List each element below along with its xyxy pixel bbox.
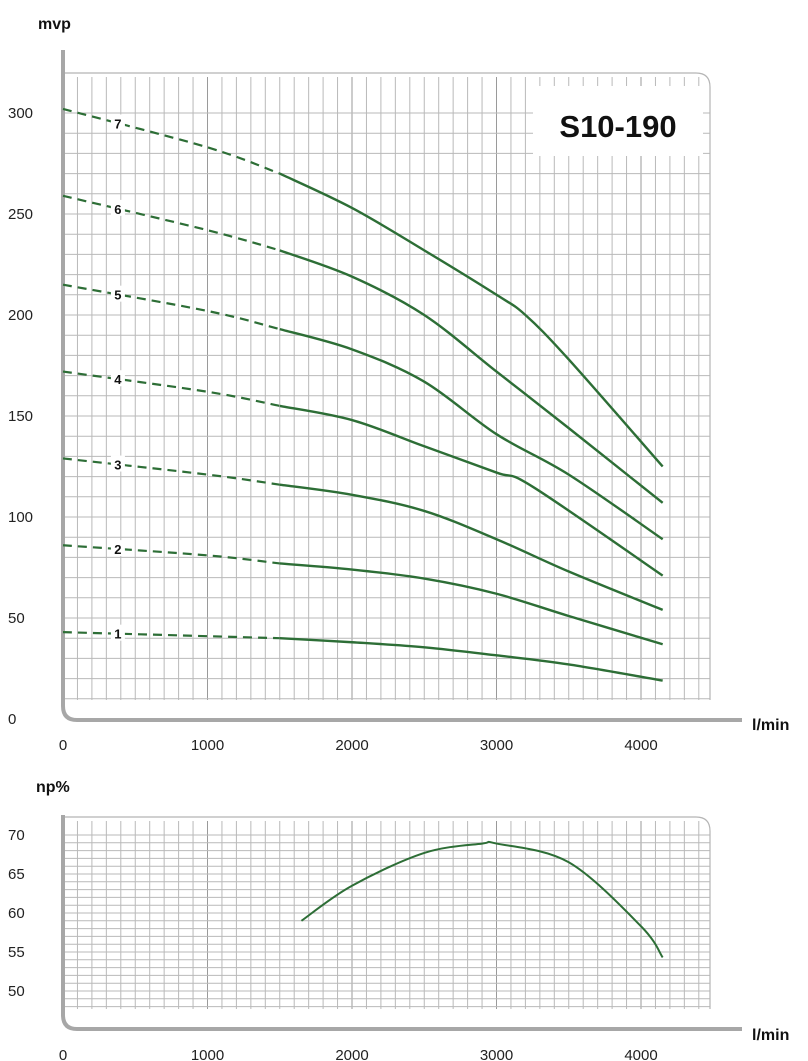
y-tick-label: 50 xyxy=(8,610,25,627)
curve-label-1: 1 xyxy=(114,627,121,642)
curve-label-6: 6 xyxy=(114,202,121,217)
model-label: S10-190 xyxy=(559,109,676,144)
head-curve-5-dashed xyxy=(62,283,281,331)
axes xyxy=(61,815,742,1031)
y-axis-label: mvp xyxy=(38,16,71,33)
curve-label-bg xyxy=(110,455,125,472)
x-tick-label: 4000 xyxy=(624,1047,657,1061)
head-curve-4 xyxy=(279,404,664,577)
head-curve-3-dashed xyxy=(62,457,280,486)
x-tick-label: 1000 xyxy=(191,737,224,754)
curve-label-3: 3 xyxy=(114,458,121,473)
head-curve-6-dashed xyxy=(62,194,281,252)
x-tick-label: 2000 xyxy=(335,737,368,754)
y-tick-label: 300 xyxy=(8,105,33,122)
model-label-box xyxy=(533,86,703,156)
curve-label-4: 4 xyxy=(114,372,122,387)
head-curve-3 xyxy=(279,483,664,612)
y-tick-label: 100 xyxy=(8,509,33,526)
x-tick-label: 0 xyxy=(59,1047,67,1061)
y-tick-label: 60 xyxy=(8,905,25,922)
curve-label-bg xyxy=(110,370,125,387)
curve-label-bg xyxy=(110,114,125,131)
curve-label-5: 5 xyxy=(114,288,121,303)
curve-label-bg xyxy=(110,199,125,216)
y-tick-label: 70 xyxy=(8,827,25,844)
head-curve-6 xyxy=(279,249,664,504)
plot-frame xyxy=(63,816,711,1009)
curve-label-2: 2 xyxy=(114,542,121,557)
head-curve-1-dashed xyxy=(62,631,280,640)
head-curve-5 xyxy=(279,327,664,541)
y-tick-label: 150 xyxy=(8,408,33,425)
y-tick-label: 250 xyxy=(8,206,33,223)
y-tick-label: 50 xyxy=(8,983,25,1000)
curve-label-bg xyxy=(110,540,125,557)
head-curve-7 xyxy=(279,172,664,468)
chart-panel-1 xyxy=(61,815,742,1031)
head-curve-2 xyxy=(279,562,664,646)
x-tick-label: 0 xyxy=(59,737,67,754)
head-curve-2-dashed xyxy=(62,544,280,565)
curve-label-bg xyxy=(110,624,125,641)
x-tick-label: 3000 xyxy=(480,737,513,754)
y-tick-label: 0 xyxy=(8,711,16,728)
x-tick-label: 4000 xyxy=(624,737,657,754)
head-curve-4-dashed xyxy=(62,370,280,407)
y-tick-label: 55 xyxy=(8,944,25,961)
x-tick-label: 1000 xyxy=(191,1047,224,1061)
curve-label-bg xyxy=(110,285,125,302)
x-axis-label: l/min xyxy=(752,717,789,734)
head-curve-1 xyxy=(279,637,663,682)
x-tick-label: 2000 xyxy=(335,1047,368,1061)
x-tick-label: 3000 xyxy=(480,1047,513,1061)
x-axis-label: l/min xyxy=(752,1027,789,1044)
y-axis-label: np% xyxy=(36,779,70,796)
head-curve-7-dashed xyxy=(62,107,281,175)
y-tick-label: 200 xyxy=(8,307,33,324)
efficiency-curve xyxy=(300,840,664,959)
curve-label-7: 7 xyxy=(114,117,121,132)
axes xyxy=(61,50,742,722)
y-tick-label: 65 xyxy=(8,866,25,883)
plot-frame xyxy=(63,72,711,700)
